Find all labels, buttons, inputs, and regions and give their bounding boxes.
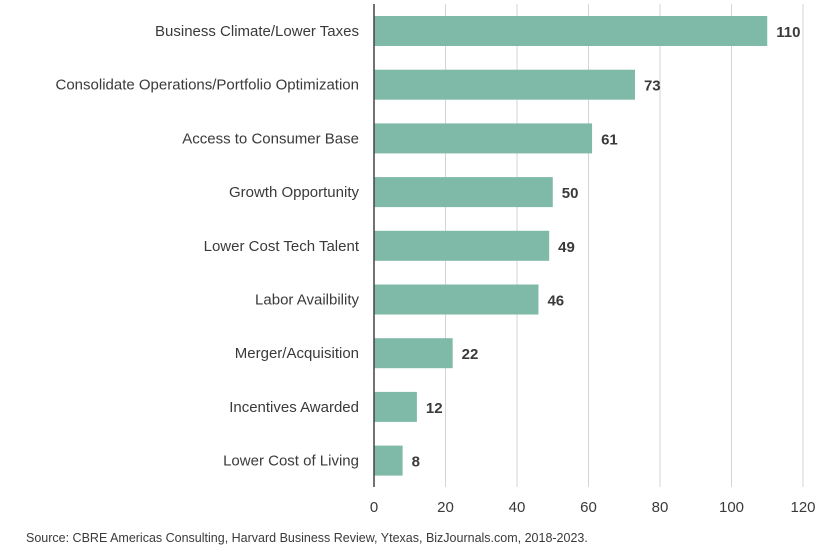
x-tick-label: 20: [437, 499, 454, 516]
bar: [374, 177, 553, 208]
data-label: 110: [776, 24, 800, 41]
bar: [374, 338, 453, 369]
x-tick-label: 60: [580, 499, 597, 516]
data-label: 22: [462, 346, 479, 363]
category-label: Lower Cost of Living: [223, 453, 359, 470]
data-label: 8: [412, 454, 420, 471]
data-label: 49: [558, 239, 575, 256]
category-label: Labor Availbility: [255, 292, 359, 309]
category-label: Growth Opportunity: [229, 184, 360, 201]
labels: 0 20 40 60 80 100 120 Business Climate/Lower Ta…: [56, 23, 816, 516]
data-label: 46: [547, 293, 564, 310]
x-tick-label: 120: [790, 499, 815, 516]
bar: [374, 230, 550, 261]
x-tick-label: 80: [652, 499, 669, 516]
bars: [374, 16, 768, 476]
data-label: 12: [426, 400, 443, 417]
x-tick-label: 40: [509, 499, 526, 516]
source-note: Source: CBRE Americas Consulting, Harvar…: [26, 531, 588, 545]
data-label: 73: [644, 78, 661, 95]
bar: [374, 445, 403, 476]
category-label: Access to Consumer Base: [182, 130, 359, 147]
category-label: Lower Cost Tech Talent: [204, 238, 360, 255]
category-label: Incentives Awarded: [229, 399, 359, 416]
x-tick-label: 100: [719, 499, 744, 516]
data-label: 61: [601, 131, 618, 148]
x-tick-label: 0: [370, 499, 378, 516]
data-label: 50: [562, 185, 579, 202]
bar: [374, 16, 768, 46]
category-label: Business Climate/Lower Taxes: [155, 23, 359, 40]
bar: [374, 391, 417, 422]
bar: [374, 284, 539, 315]
category-label: Merger/Acquisition: [235, 345, 359, 362]
bar: [374, 123, 593, 154]
bar: [374, 69, 635, 100]
category-label: Consolidate Operations/Portfolio Optimiz…: [56, 77, 360, 94]
